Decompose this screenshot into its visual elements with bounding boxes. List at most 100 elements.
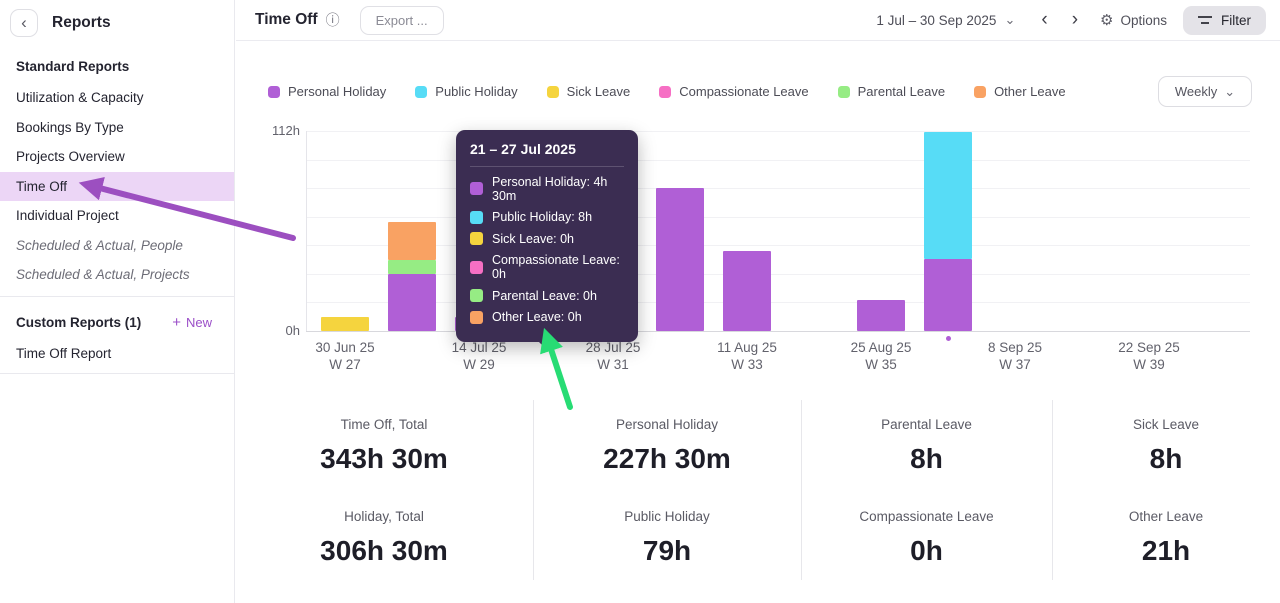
parental-leave-swatch-icon: [470, 289, 483, 302]
x-axis-label: 28 Jul 25 W 31: [553, 339, 673, 373]
other-leave-swatch-icon: [470, 310, 483, 324]
interval-label: Weekly: [1174, 84, 1218, 99]
parental-leave-swatch-icon: [837, 85, 850, 98]
bar-segment-w36-public-holiday[interactable]: [924, 131, 972, 259]
legend-item-personal-holiday[interactable]: Personal Holiday: [268, 84, 386, 99]
back-button[interactable]: ‹: [10, 9, 38, 37]
gridline: [306, 245, 1250, 247]
x-axis-week: W 33: [731, 357, 763, 372]
filter-button[interactable]: Filter: [1183, 5, 1266, 35]
personal-holiday-swatch-icon: [268, 85, 280, 98]
sidebar-standard-list: Standard Reports Utilization & Capacity B…: [0, 51, 234, 290]
sidebar-item-scheduled-actual-projects[interactable]: Scheduled & Actual, Projects: [16, 267, 190, 282]
stat-label-compassionate-leave: Compassionate Leave: [859, 509, 994, 524]
stats-divider: [1052, 400, 1053, 580]
sick-leave-swatch-icon: [470, 232, 483, 245]
sidebar-item-projects-overview[interactable]: Projects Overview: [16, 149, 125, 164]
x-axis-label: 22 Sep 25 W 39: [1089, 339, 1209, 373]
tooltip-row: Parental Leave: 0h: [470, 289, 624, 303]
stat-value-other-leave: 21h: [1141, 535, 1191, 566]
options-button[interactable]: ⚙ Options: [1100, 11, 1167, 29]
legend-item-public-holiday[interactable]: Public Holiday: [415, 84, 518, 99]
bar-segment-w33-personal-holiday[interactable]: [723, 250, 771, 331]
chart-marker-dot: [945, 336, 951, 341]
tooltip-row: Sick Leave: 0h: [470, 232, 624, 246]
stat-label-holiday-total: Holiday, Total: [344, 509, 424, 524]
page-title: Time Off: [255, 11, 318, 28]
y-axis-line: [306, 131, 307, 331]
chevron-down-icon: ⌄: [1004, 12, 1016, 27]
bar-segment-w28-personal-holiday[interactable]: [388, 273, 436, 331]
bar-segment-w32-personal-holiday[interactable]: [656, 188, 704, 331]
tooltip-row-text: Public Holiday: 8h: [492, 210, 593, 224]
date-range-selector[interactable]: 1 Jul – 30 Sep 2025 ⌄: [876, 12, 1015, 28]
gear-icon: ⚙: [1100, 12, 1114, 29]
legend-label: Parental Leave: [857, 84, 946, 99]
x-axis-week: W 37: [999, 357, 1031, 372]
bar-segment-w28-other-leave[interactable]: [388, 222, 436, 260]
gridline: [306, 273, 1250, 275]
x-axis-label: 14 Jul 25 W 29: [419, 339, 539, 373]
legend-item-compassionate-leave[interactable]: Compassionate Leave: [659, 84, 809, 99]
x-axis-date: 22 Sep 25: [1118, 340, 1180, 355]
bar-segment-w36-personal-holiday[interactable]: [924, 258, 972, 331]
public-holiday-swatch-icon: [470, 210, 483, 224]
legend-label: Compassionate Leave: [679, 84, 809, 99]
tooltip-rows: Personal Holiday: 4h 30m Public Holiday: …: [470, 175, 624, 324]
stats-divider: [533, 400, 534, 580]
legend-label: Personal Holiday: [288, 84, 387, 99]
gridline: [306, 131, 1250, 132]
new-report-label: New: [185, 315, 212, 330]
gridline: [306, 216, 1250, 218]
sidebar-item-individual-project[interactable]: Individual Project: [16, 208, 119, 223]
sidebar-item-time-off[interactable]: Time Off: [0, 171, 234, 201]
sidebar-item-bookings-by-type[interactable]: Bookings By Type: [16, 119, 124, 135]
sidebar-item-scheduled-actual-people[interactable]: Scheduled & Actual, People: [16, 237, 183, 253]
personal-holiday-swatch-icon: [470, 182, 483, 195]
standard-reports-header: Standard Reports: [16, 59, 130, 74]
legend-item-sick-leave[interactable]: Sick Leave: [546, 84, 631, 99]
legend-label: Sick Leave: [566, 84, 631, 99]
x-axis-week: W 29: [463, 357, 495, 372]
sidebar-header: ‹ Reports: [0, 0, 234, 46]
next-period-button[interactable]: ›: [1071, 9, 1079, 30]
compassionate-leave-swatch-icon: [659, 85, 672, 98]
stats-divider: [801, 400, 802, 580]
new-report-button[interactable]: + New: [172, 314, 212, 331]
legend-item-other-leave[interactable]: Other Leave: [974, 84, 1066, 99]
bar-segment-w27-sick-leave[interactable]: [321, 316, 369, 331]
legend-item-parental-leave[interactable]: Parental Leave: [837, 84, 946, 99]
sidebar-custom-list: Time Off Report: [0, 339, 234, 369]
x-axis-date: 25 Aug 25: [850, 340, 912, 355]
tooltip-row-text: Parental Leave: 0h: [492, 288, 597, 303]
info-icon[interactable]: ⓘ: [325, 12, 340, 28]
x-axis-week: W 31: [597, 357, 629, 372]
tooltip-row: Public Holiday: 8h: [470, 210, 624, 224]
interval-select[interactable]: Weekly ⌄: [1158, 76, 1252, 107]
bar-segment-w35-personal-holiday[interactable]: [857, 299, 905, 331]
custom-reports-header: Custom Reports (1) + New: [0, 308, 234, 337]
stat-label-time-off-total: Time Off, Total: [340, 417, 428, 432]
tooltip-row: Compassionate Leave: 0h: [470, 253, 624, 281]
stat-value-time-off-total: 343h 30m: [320, 443, 448, 474]
stat-label-public-holiday: Public Holiday: [624, 509, 710, 524]
export-button[interactable]: Export ...: [359, 5, 444, 35]
sidebar-item-utilization-capacity[interactable]: Utilization & Capacity: [16, 90, 144, 105]
stat-value-compassionate-leave: 0h: [910, 535, 943, 566]
y-axis-label: 112h: [272, 123, 300, 138]
x-axis-date: 8 Sep 25: [987, 340, 1043, 355]
compassionate-leave-swatch-icon: [470, 260, 483, 274]
x-axis-date: 28 Jul 25: [585, 340, 641, 355]
x-axis-label: 11 Aug 25 W 33: [687, 339, 807, 373]
chevron-down-icon: ⌄: [1224, 83, 1236, 99]
prev-period-button[interactable]: ‹: [1041, 9, 1048, 30]
options-label: Options: [1120, 12, 1167, 28]
tooltip-row-text: Sick Leave: 0h: [492, 231, 574, 246]
sidebar-item-time-off-report[interactable]: Time Off Report: [16, 346, 112, 361]
chart-tooltip: 21 – 27 Jul 2025 Personal Holiday: 4h 30…: [456, 130, 638, 348]
legend-label: Public Holiday: [435, 84, 518, 99]
bar-segment-w28-parental-leave[interactable]: [388, 259, 436, 274]
chevron-left-icon: ‹: [21, 13, 27, 32]
